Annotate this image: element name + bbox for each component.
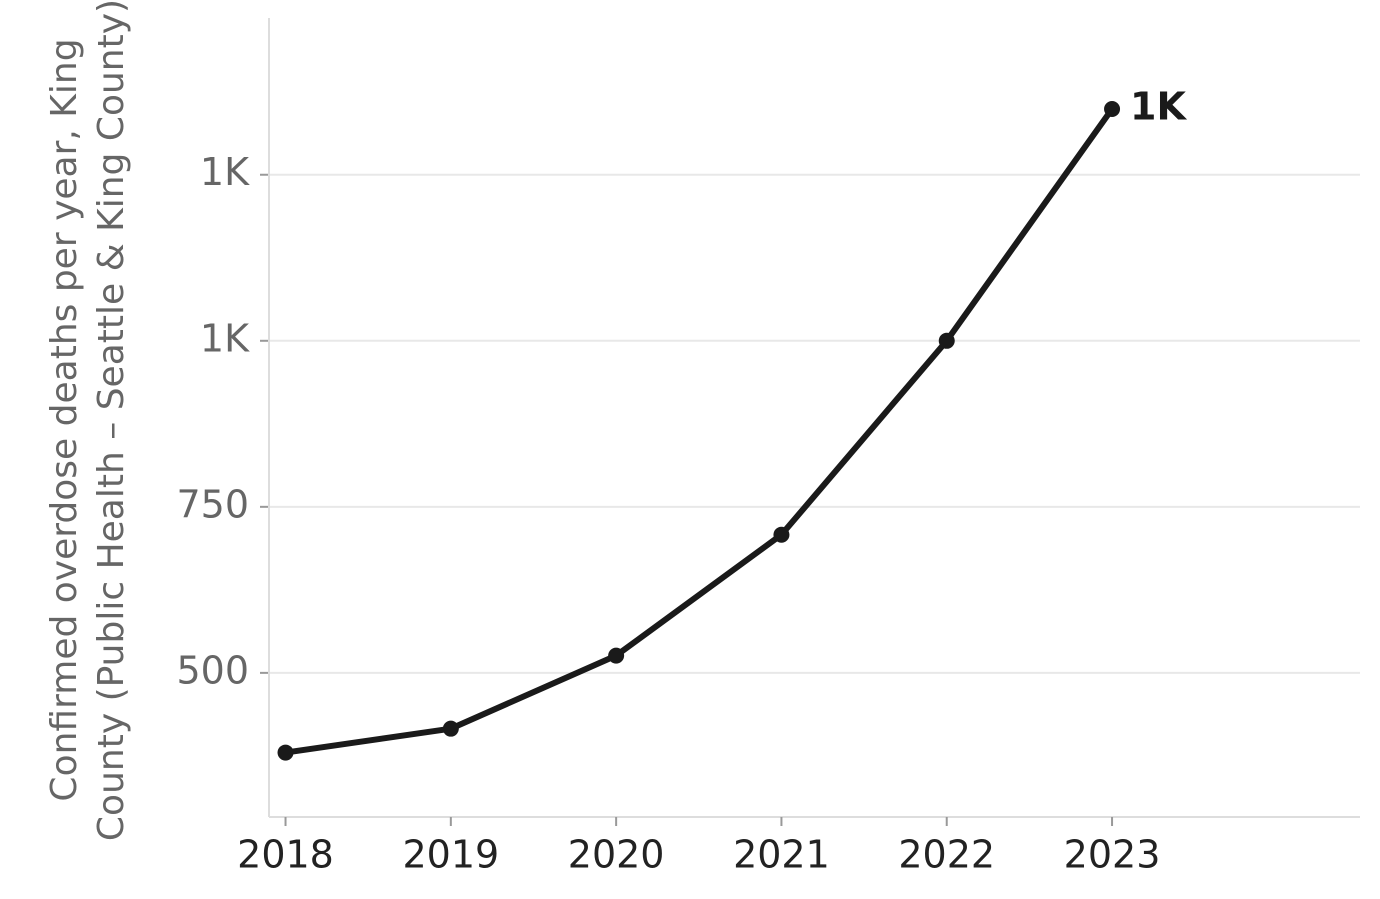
point — [1104, 100, 1121, 117]
x-tick-label: 2020 — [568, 833, 665, 877]
x-tick-label: 2018 — [237, 833, 334, 877]
x-tick-label: 2021 — [733, 833, 830, 877]
point — [773, 526, 790, 543]
y-tick-label: 1K — [200, 150, 250, 194]
data-label: 1K — [1130, 84, 1187, 128]
point — [608, 647, 625, 664]
x-tick-label: 2019 — [402, 833, 499, 877]
line — [285, 107, 1115, 756]
y-axis-label: Confirmed overdose deaths per year, King… — [44, 0, 132, 842]
point — [442, 720, 459, 737]
y-tick-label: 500 — [176, 648, 249, 692]
y-tick-label: 750 — [176, 482, 249, 526]
point — [277, 744, 294, 761]
y-tick-label: 1K — [200, 316, 250, 360]
x-tick-label: 2022 — [898, 833, 995, 877]
x-tick-label: 2023 — [1064, 833, 1161, 877]
point — [938, 332, 955, 349]
